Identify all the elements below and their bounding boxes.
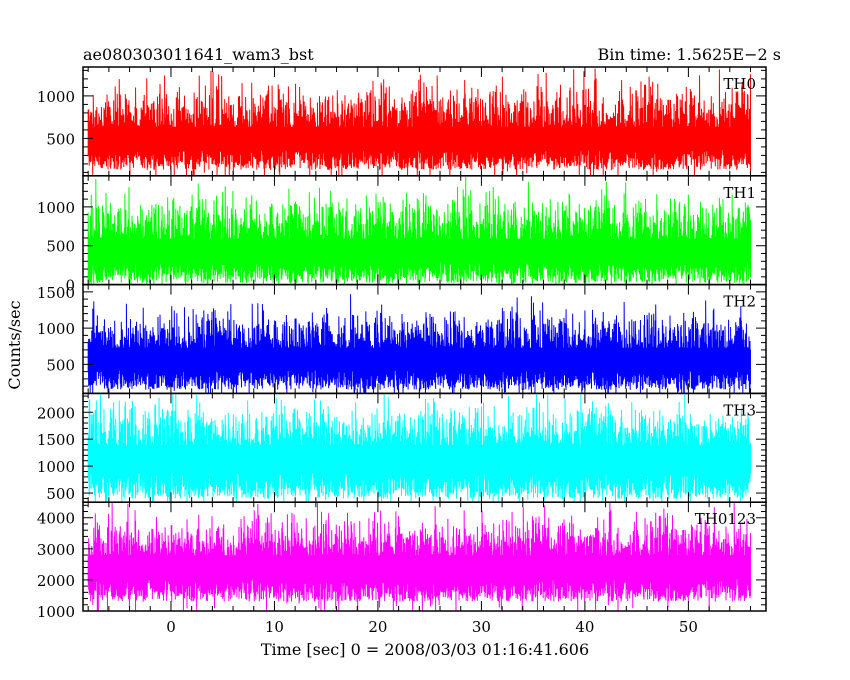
y-tick-label: 1000 [37, 320, 75, 338]
series-line-th1 [87, 175, 751, 285]
series-core-th1 [88, 238, 751, 261]
y-axis-label: Counts/sec [5, 300, 24, 389]
series-core-th2 [88, 347, 751, 369]
bin-time-label: Bin time: 1.5625E−2 s [598, 45, 781, 64]
x-tick-label: 0 [166, 618, 176, 636]
y-tick-label: 1000 [37, 458, 75, 476]
y-tick-label: 500 [46, 130, 75, 148]
y-tick-label: 500 [46, 356, 75, 374]
plot-title: ae080303011641_wam3_bst [83, 45, 314, 64]
x-tick-label: 30 [472, 618, 491, 636]
panel-th0123: 1000 2000 3000 4000 TH0123 [37, 501, 767, 621]
series-line-th2 [87, 294, 751, 394]
y-tick-label: 500 [46, 485, 75, 503]
series-core-th3 [88, 444, 751, 471]
panel-frame [82, 501, 767, 612]
y-tick-label: 2000 [37, 404, 75, 422]
y-tick-label: 1000 [37, 88, 75, 106]
panel-th0: 500 1000 TH0 [37, 66, 767, 177]
panel-label-th0123: TH0123 [695, 510, 756, 528]
x-axis-label: Time [sec] 0 = 2008/03/03 01:16:41.606 [261, 640, 589, 659]
y-tick-label: 3000 [37, 541, 75, 559]
panel-label-th2: TH2 [723, 293, 756, 311]
y-tick-label: 1000 [37, 603, 75, 621]
series-core-th0 [88, 126, 751, 148]
y-tick-label: 0 [65, 277, 75, 295]
y-tick-label: 500 [46, 238, 75, 256]
x-tick-label: 50 [679, 618, 698, 636]
series-core-th0123 [88, 555, 751, 578]
panel-th2: 500 1000 1500 TH2 [37, 283, 767, 395]
series-line-th0 [87, 68, 751, 176]
x-tick-label: 40 [575, 618, 594, 636]
panel-label-th1: TH1 [723, 184, 756, 202]
y-tick-label: 1000 [37, 199, 75, 217]
panel-th3: 500 1000 1500 2000 TH3 [37, 392, 767, 503]
x-axis: 0 10 20 30 40 50 [166, 618, 698, 636]
y-tick-label: 1500 [37, 431, 75, 449]
y-tick-label: 1500 [37, 284, 75, 302]
x-tick-label: 10 [265, 618, 284, 636]
x-tick-label: 20 [368, 618, 387, 636]
y-tick-label: 4000 [37, 510, 75, 528]
y-tick-label: 2000 [37, 572, 75, 590]
panel-label-th0: TH0 [723, 75, 756, 93]
panel-label-th3: TH3 [723, 401, 756, 419]
panel-th1: 0 500 1000 TH1 [37, 175, 767, 295]
